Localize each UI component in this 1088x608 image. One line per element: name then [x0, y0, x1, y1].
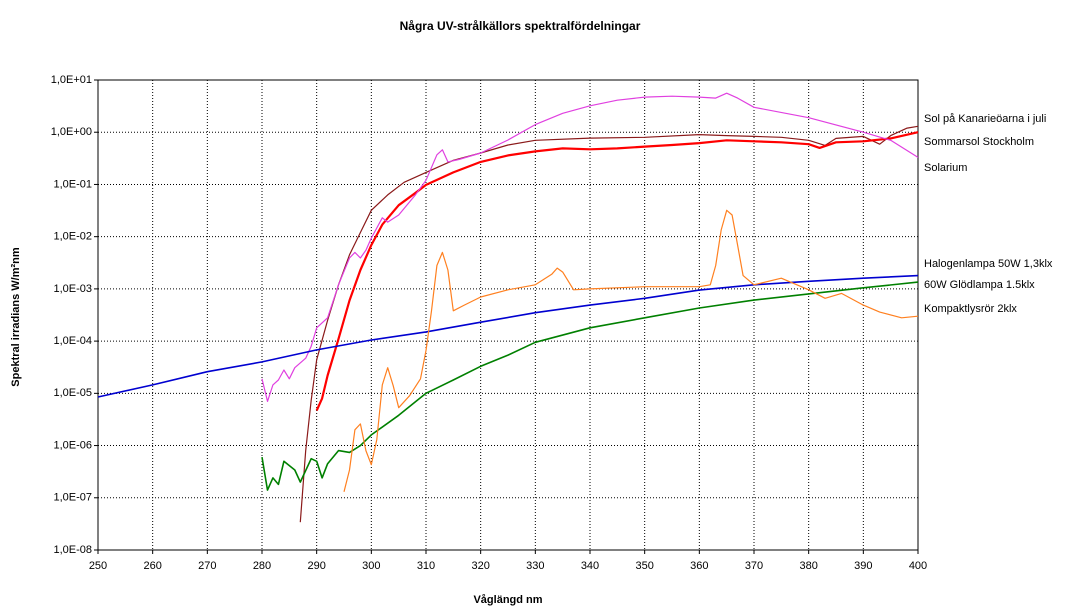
- x-tick-label: 340: [581, 560, 599, 572]
- series-line: [315, 131, 919, 411]
- y-tick-label: 1,0E-01: [53, 178, 92, 190]
- legend-label: Sommarsol Stockholm: [924, 136, 1034, 148]
- x-tick-label: 360: [690, 560, 708, 572]
- x-tick-label: 280: [253, 560, 271, 572]
- y-tick-label: 1,0E+00: [51, 126, 92, 138]
- y-tick-label: 1,0E+01: [51, 74, 92, 86]
- x-tick-label: 310: [417, 560, 435, 572]
- y-tick-label: 1,0E-02: [53, 231, 92, 243]
- chart-title: Några UV-strålkällors spektralfördelning…: [400, 19, 641, 33]
- x-tick-label: 370: [745, 560, 763, 572]
- legend-label: Kompaktlysrör 2klx: [924, 303, 1017, 315]
- y-tick-label: 1,0E-04: [53, 335, 92, 347]
- x-tick-label: 330: [526, 560, 544, 572]
- x-tick-label: 400: [909, 560, 927, 572]
- x-tick-label: 320: [471, 560, 489, 572]
- x-tick-label: 250: [89, 560, 107, 572]
- legend-label: 60W Glödlampa 1.5klx: [924, 279, 1035, 291]
- y-axis-title: Spektral irradians W/m²nm: [10, 247, 22, 387]
- x-tick-label: 260: [143, 560, 161, 572]
- x-tick-label: 270: [198, 560, 216, 572]
- plot-frame: [97, 79, 919, 551]
- x-tick-label: 390: [854, 560, 872, 572]
- series-line: [97, 274, 919, 398]
- x-axis-title: Våglängd nm: [473, 594, 542, 606]
- series-line: [343, 209, 919, 492]
- y-tick-label: 1,0E-05: [53, 387, 92, 399]
- legend-label: Halogenlampa 50W 1,3klx: [924, 258, 1053, 270]
- x-tick-label: 350: [635, 560, 653, 572]
- x-tick-label: 290: [307, 560, 325, 572]
- legend-label: Solarium: [924, 162, 967, 174]
- y-tick-label: 1,0E-03: [53, 283, 92, 295]
- legend-label: Sol på Kanarieöarna i juli: [924, 113, 1046, 125]
- y-tick-label: 1,0E-06: [53, 439, 92, 451]
- y-tick-label: 1,0E-07: [53, 492, 92, 504]
- series-line: [261, 92, 919, 402]
- series-line: [261, 281, 919, 491]
- x-tick-label: 380: [799, 560, 817, 572]
- y-tick-label: 1,0E-08: [53, 544, 92, 556]
- x-tick-label: 300: [362, 560, 380, 572]
